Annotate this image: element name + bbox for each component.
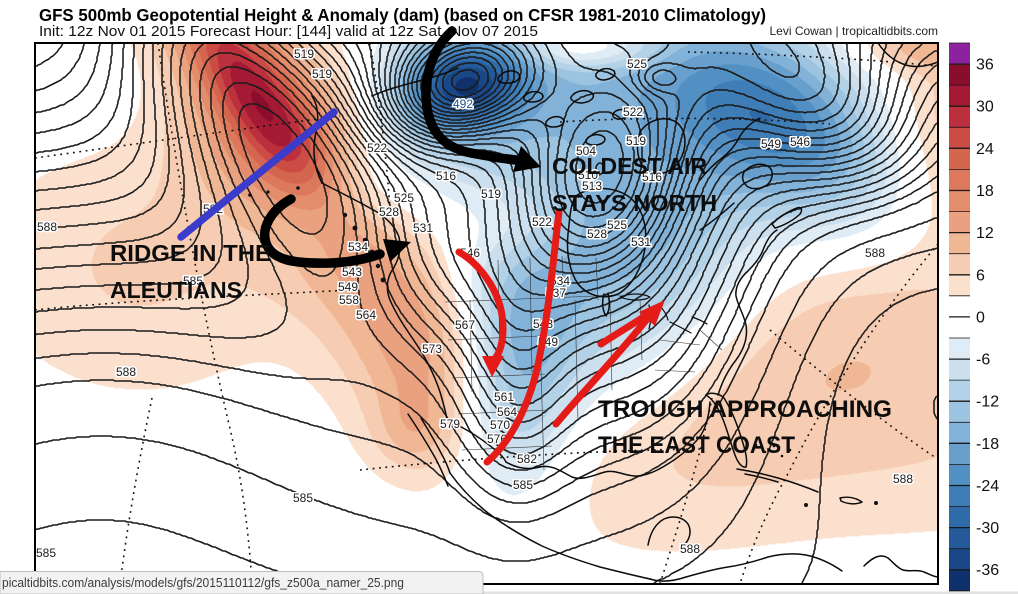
svg-text:531: 531 (413, 221, 433, 235)
svg-text:-18: -18 (976, 436, 999, 453)
svg-text:ALEUTIANS: ALEUTIANS (110, 277, 242, 303)
svg-text:588: 588 (680, 542, 700, 556)
svg-text:THE EAST COAST: THE EAST COAST (598, 432, 795, 459)
svg-text:561: 561 (494, 390, 514, 404)
svg-text:525: 525 (607, 218, 627, 232)
svg-text:Init: 12z Nov 01 2015 Foreca: Init: 12z Nov 01 2015 Forecast Hour: [14… (39, 24, 538, 40)
svg-text:531: 531 (631, 235, 651, 249)
svg-text:528: 528 (379, 205, 399, 219)
svg-text:513: 513 (582, 179, 602, 193)
svg-text:516: 516 (436, 169, 456, 183)
svg-text:18: 18 (976, 183, 994, 200)
svg-text:525: 525 (627, 57, 647, 71)
svg-text:585: 585 (293, 491, 313, 505)
svg-text:534: 534 (348, 240, 368, 254)
svg-text:-24: -24 (976, 478, 999, 495)
svg-text:6: 6 (976, 267, 985, 284)
svg-text:582: 582 (517, 452, 537, 466)
svg-text:0: 0 (976, 309, 985, 326)
svg-text:570: 570 (490, 418, 510, 432)
svg-text:564: 564 (497, 405, 517, 419)
svg-text:519: 519 (481, 187, 501, 201)
svg-text:558: 558 (339, 293, 359, 307)
svg-text:-36: -36 (976, 562, 999, 579)
svg-text:573: 573 (422, 342, 442, 356)
svg-text:588: 588 (116, 365, 136, 379)
svg-text:543: 543 (342, 265, 362, 279)
svg-text:525: 525 (394, 191, 414, 205)
svg-text:24: 24 (976, 141, 994, 158)
svg-text:567: 567 (455, 318, 475, 332)
svg-text:12: 12 (976, 225, 994, 242)
svg-text:519: 519 (294, 47, 314, 61)
svg-text:546: 546 (790, 135, 810, 149)
svg-text:522: 522 (623, 105, 643, 119)
svg-text:picaltidbits.com/analysis/mode: picaltidbits.com/analysis/models/gfs/201… (2, 576, 404, 590)
svg-text:564: 564 (356, 308, 376, 322)
svg-text:-12: -12 (976, 394, 999, 411)
svg-text:585: 585 (513, 478, 533, 492)
svg-text:RIDGE IN THE: RIDGE IN THE (110, 240, 271, 266)
svg-text:-6: -6 (976, 352, 990, 369)
svg-text:522: 522 (532, 215, 552, 229)
svg-text:510: 510 (578, 168, 598, 182)
svg-text:GFS 500mb Geopotential Height: GFS 500mb Geopotential Height & Anomaly … (39, 5, 766, 25)
svg-text:528: 528 (587, 227, 607, 241)
svg-text:519: 519 (626, 134, 646, 148)
svg-text:-30: -30 (976, 520, 999, 537)
svg-text:588: 588 (37, 220, 57, 234)
svg-text:549: 549 (338, 280, 358, 294)
svg-text:588: 588 (865, 246, 885, 260)
svg-text:30: 30 (976, 99, 994, 116)
svg-text:585: 585 (36, 546, 56, 560)
svg-text:522: 522 (367, 141, 387, 155)
svg-text:36: 36 (976, 57, 994, 74)
svg-text:519: 519 (312, 67, 332, 81)
svg-text:Levi Cowan | tropicaltidbits.c: Levi Cowan | tropicaltidbits.com (769, 24, 938, 38)
svg-text:504: 504 (576, 144, 596, 158)
svg-text:588: 588 (893, 472, 913, 486)
svg-text:TROUGH APPROACHING: TROUGH APPROACHING (598, 396, 892, 423)
svg-text:COLDEST AIR: COLDEST AIR (552, 153, 707, 179)
svg-text:585: 585 (183, 274, 203, 288)
svg-text:579: 579 (440, 417, 460, 431)
svg-text:492: 492 (453, 97, 473, 111)
svg-text:STAYS NORTH: STAYS NORTH (552, 190, 717, 216)
svg-text:549: 549 (761, 137, 781, 151)
svg-text:516: 516 (642, 170, 662, 184)
